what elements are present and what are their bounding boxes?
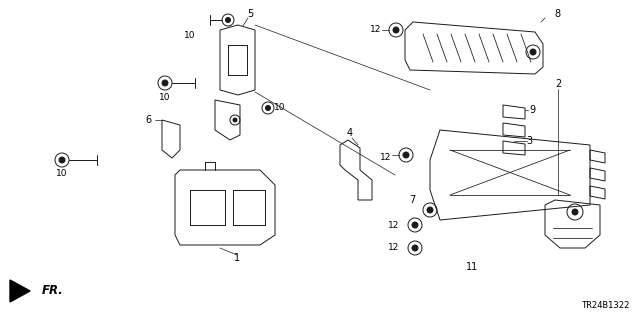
Text: FR.: FR.: [42, 285, 64, 298]
Text: 10: 10: [159, 93, 171, 101]
Circle shape: [162, 80, 168, 86]
Text: 5: 5: [247, 9, 253, 19]
Text: 12: 12: [388, 243, 400, 253]
Text: 10: 10: [184, 31, 196, 40]
Text: 8: 8: [554, 9, 560, 19]
Circle shape: [393, 27, 399, 33]
Polygon shape: [10, 280, 30, 302]
Text: 7: 7: [409, 195, 415, 205]
Circle shape: [233, 118, 237, 122]
Circle shape: [225, 18, 230, 23]
Text: 3: 3: [526, 136, 532, 146]
Text: 12: 12: [380, 152, 392, 161]
Text: 1: 1: [234, 253, 240, 263]
Text: 12: 12: [388, 220, 400, 229]
Text: 10: 10: [56, 169, 68, 179]
Circle shape: [266, 106, 271, 110]
Text: 10: 10: [275, 103, 285, 113]
Text: 4: 4: [347, 128, 353, 138]
Text: 11: 11: [466, 262, 478, 272]
Circle shape: [412, 245, 418, 251]
Circle shape: [530, 49, 536, 55]
Circle shape: [403, 152, 409, 158]
Text: TR24B1322: TR24B1322: [582, 301, 630, 310]
Circle shape: [59, 157, 65, 163]
Circle shape: [427, 207, 433, 213]
Text: 12: 12: [371, 26, 381, 34]
Circle shape: [412, 222, 418, 228]
Text: 6: 6: [145, 115, 151, 125]
Circle shape: [572, 209, 578, 215]
Text: 2: 2: [555, 79, 561, 89]
Text: 9: 9: [529, 105, 535, 115]
